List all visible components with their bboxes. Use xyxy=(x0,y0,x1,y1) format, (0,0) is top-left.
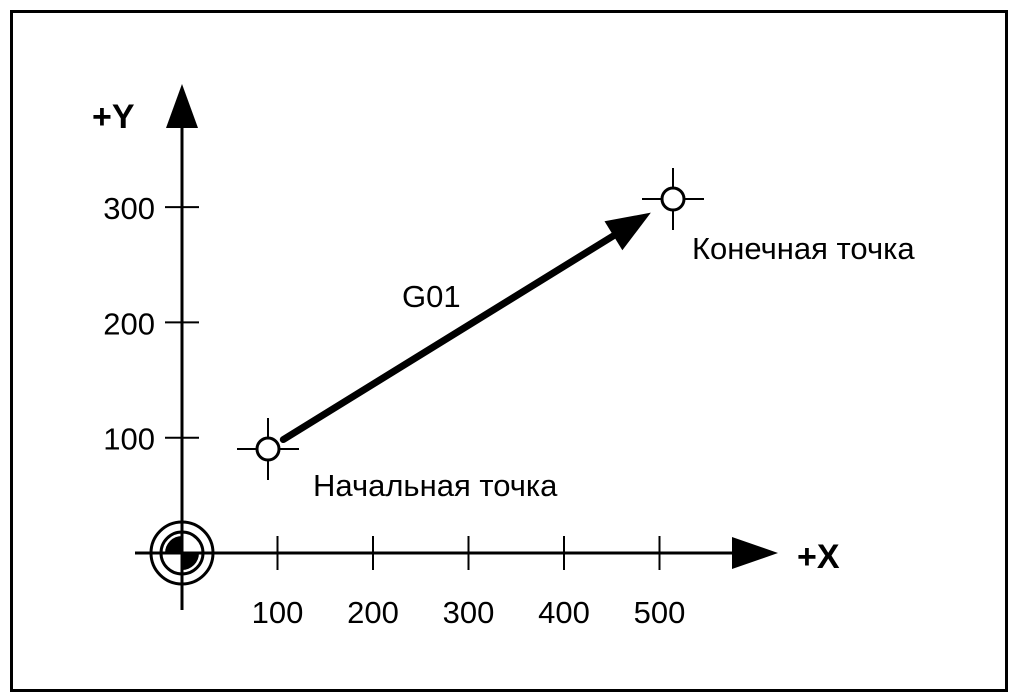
x-axis xyxy=(135,537,778,569)
y-axis-label: +Y xyxy=(92,98,135,136)
g01-path xyxy=(279,212,651,444)
y-tick-label: 300 xyxy=(103,191,155,226)
path-arrow-icon xyxy=(604,212,651,251)
move-label: G01 xyxy=(402,279,461,314)
y-axis-arrow-icon xyxy=(166,84,198,128)
start-point-label: Начальная точка xyxy=(313,468,558,503)
x-tick-label: 300 xyxy=(443,595,495,630)
y-ticks: 100 200 300 xyxy=(103,191,199,457)
x-axis-arrow-icon xyxy=(732,537,778,569)
y-tick-label: 200 xyxy=(103,306,155,341)
end-point-marker xyxy=(642,168,704,230)
x-ticks: 100 200 300 400 500 xyxy=(252,536,686,630)
y-axis xyxy=(166,84,198,610)
end-point-label: Конечная точка xyxy=(692,231,915,266)
y-tick-label: 100 xyxy=(103,422,155,457)
start-point-marker xyxy=(237,418,299,480)
x-tick-label: 100 xyxy=(252,595,304,630)
crosshair-circle-icon xyxy=(255,436,281,462)
crosshair-circle-icon xyxy=(660,186,686,212)
x-tick-label: 400 xyxy=(538,595,590,630)
x-tick-label: 500 xyxy=(634,595,686,630)
x-tick-label: 200 xyxy=(347,595,399,630)
x-axis-label: +X xyxy=(797,538,840,576)
machine-zero-icon xyxy=(149,520,215,586)
